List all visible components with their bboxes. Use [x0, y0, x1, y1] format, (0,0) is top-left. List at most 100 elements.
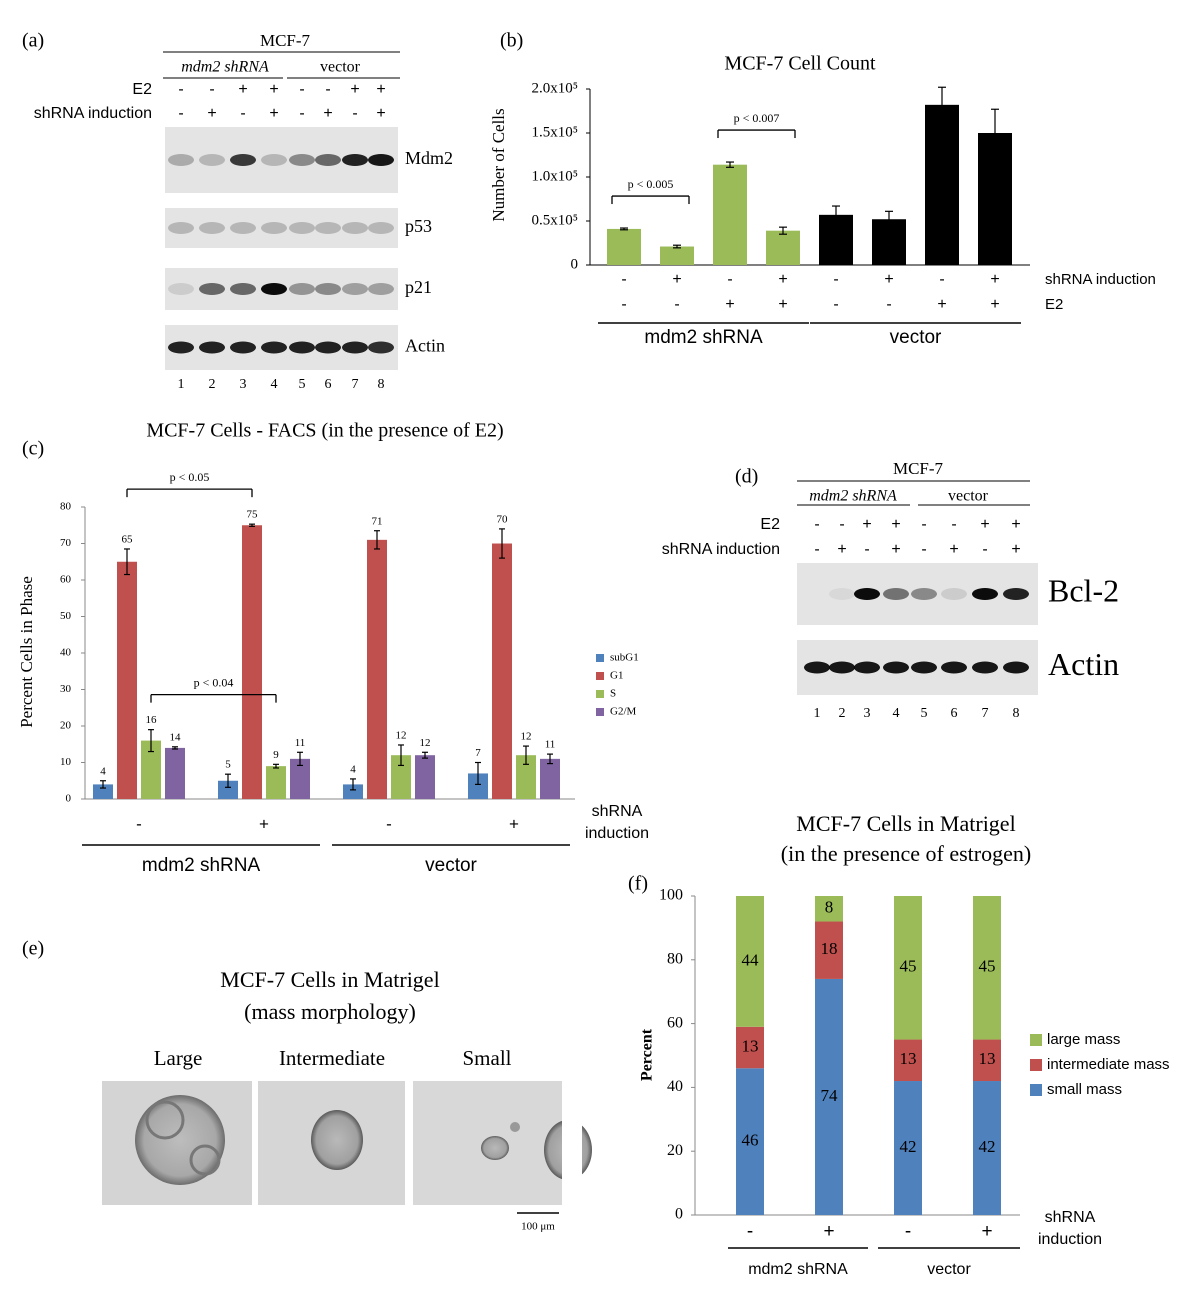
- value-label: 11: [295, 737, 306, 749]
- bar: [492, 543, 512, 799]
- sign: +: [990, 271, 999, 288]
- y-tick-label: 1.5x10⁵: [532, 124, 578, 140]
- bar-segment: [815, 896, 843, 922]
- row-label: induction: [585, 825, 649, 842]
- legend-label: G1: [610, 670, 623, 682]
- cell-mass: [145, 1100, 185, 1140]
- row-label: shRNA: [1045, 1209, 1096, 1226]
- band: [941, 588, 967, 600]
- band: [315, 222, 341, 234]
- panel-label: (a): [22, 30, 44, 52]
- sign: -: [833, 296, 838, 313]
- bar-segment: [973, 1081, 1001, 1215]
- error-bar: [100, 780, 106, 789]
- sign: +: [725, 296, 734, 313]
- band: [804, 588, 830, 600]
- panel-label: (d): [735, 466, 758, 488]
- sign: -: [178, 81, 183, 98]
- row-label: shRNA induction: [34, 105, 152, 122]
- band: [230, 341, 256, 354]
- bar: [165, 747, 185, 799]
- group-label: mdm2 shRNA: [748, 1261, 848, 1278]
- row-label: shRNA induction: [662, 541, 780, 558]
- lane-number: 8: [378, 377, 385, 392]
- sign: -: [833, 271, 838, 288]
- band: [829, 588, 855, 600]
- value-label: 4: [100, 765, 106, 777]
- sign: -: [299, 81, 304, 98]
- lane-number: 5: [299, 377, 306, 392]
- lane-number: 2: [839, 706, 846, 721]
- band: [972, 661, 998, 674]
- error-bar: [523, 745, 529, 765]
- value-label: 46: [742, 1131, 759, 1150]
- panel-label: (f): [628, 873, 648, 895]
- error-bar: [938, 86, 946, 124]
- band: [1003, 661, 1029, 674]
- band: [368, 341, 394, 354]
- error-bar: [547, 753, 553, 765]
- bar: [925, 104, 959, 265]
- sign: +: [949, 541, 958, 558]
- group-label: vector: [425, 855, 477, 876]
- value-label: 12: [521, 731, 532, 743]
- band: [883, 661, 909, 674]
- error-bar: [885, 210, 893, 228]
- sign: +: [937, 296, 946, 313]
- sign: -: [814, 516, 819, 533]
- band-label: Actin: [405, 336, 445, 356]
- cell-mass: [510, 1122, 520, 1132]
- sign: -: [814, 541, 819, 558]
- x-tick-label: +: [823, 1221, 834, 1242]
- lane-number: 3: [240, 377, 247, 392]
- band: [972, 588, 998, 600]
- band: [289, 341, 315, 354]
- band: [315, 283, 341, 295]
- y-tick-label: 0: [675, 1206, 683, 1223]
- value-label: 75: [247, 509, 259, 521]
- panel-title: (mass morphology): [244, 999, 416, 1024]
- band: [804, 661, 830, 674]
- blot: [165, 208, 398, 248]
- sign: -: [352, 105, 357, 122]
- error-bar: [124, 548, 130, 576]
- band: [289, 222, 315, 234]
- y-tick-label: 20: [667, 1142, 683, 1159]
- band: [168, 341, 194, 354]
- error-bar: [374, 530, 380, 550]
- band-label: Actin: [1048, 646, 1119, 682]
- cell-mass: [481, 1136, 509, 1160]
- bar-segment: [894, 1081, 922, 1215]
- lane-number: 5: [921, 706, 928, 721]
- bar: [266, 766, 286, 799]
- band: [199, 154, 225, 166]
- error-bar: [673, 244, 681, 249]
- sign: -: [325, 81, 330, 98]
- lane-number: 6: [951, 706, 958, 721]
- sign: +: [376, 105, 385, 122]
- sign: -: [621, 296, 626, 313]
- y-tick-label: 20: [60, 720, 72, 732]
- band-label: p21: [405, 277, 432, 297]
- band: [368, 283, 394, 295]
- legend-label: S: [610, 688, 616, 700]
- band: [315, 154, 341, 166]
- y-tick-label: 1.0x10⁵: [532, 168, 578, 184]
- sign: -: [864, 541, 869, 558]
- error-bar: [779, 226, 787, 235]
- group-label: vector: [948, 488, 989, 505]
- value-label: 18: [821, 939, 838, 958]
- band: [261, 222, 287, 234]
- error-bar: [620, 227, 628, 231]
- error-bar: [726, 161, 734, 168]
- y-tick-label: 40: [60, 647, 72, 659]
- y-tick-label: 70: [60, 537, 72, 549]
- group-label: mdm2 shRNA: [142, 855, 261, 876]
- sign: -: [951, 516, 956, 533]
- cell-line: MCF-7: [260, 31, 311, 50]
- value-label: 9: [273, 749, 279, 761]
- sign: +: [1011, 541, 1020, 558]
- panel-label: (b): [500, 30, 523, 52]
- band: [261, 341, 287, 354]
